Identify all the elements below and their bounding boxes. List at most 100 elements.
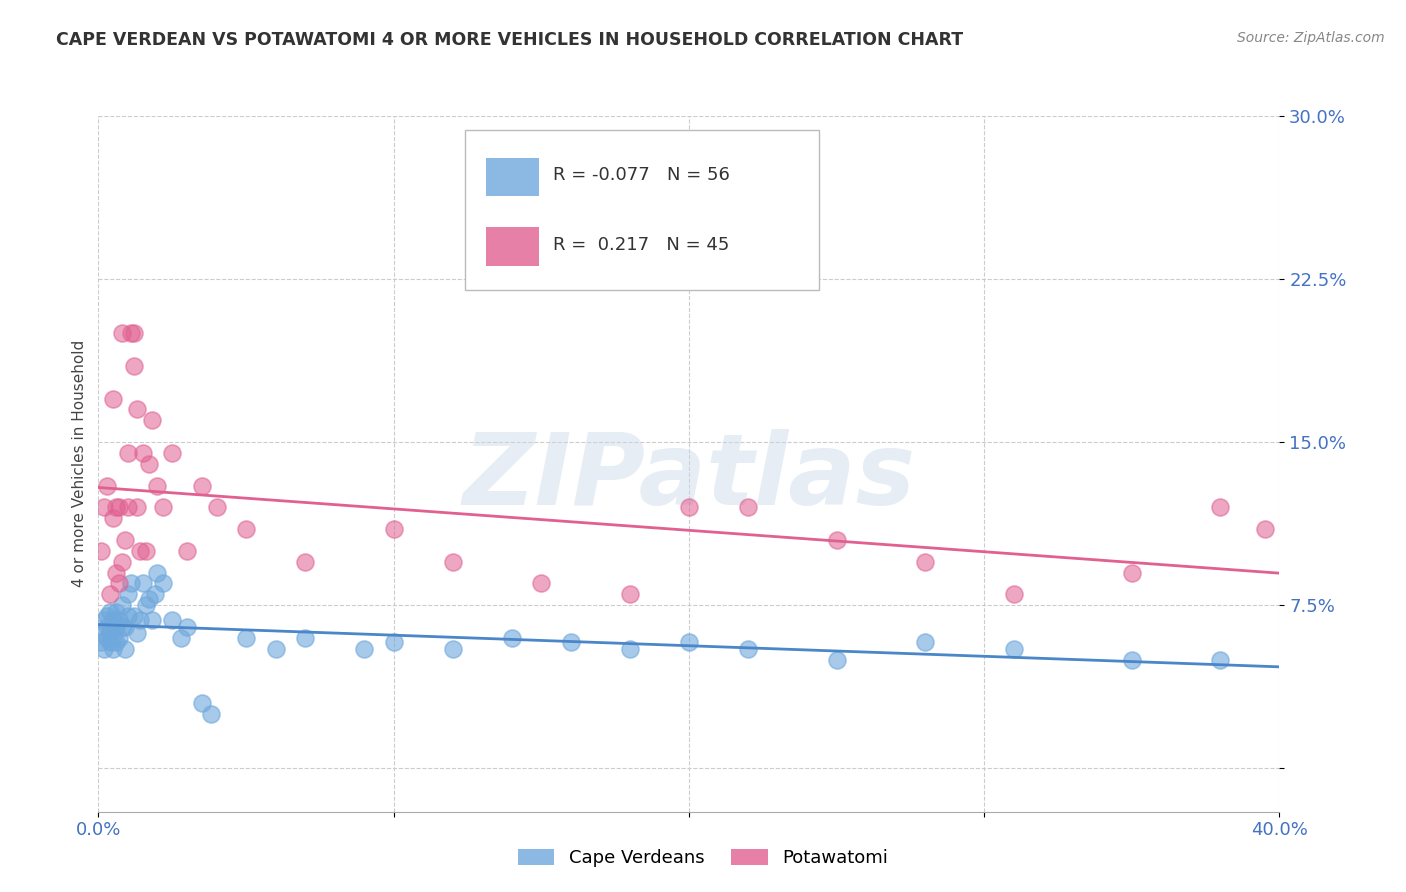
- Point: [93, 614, 115, 628]
- Point: [98, 605, 121, 619]
- Point: [382, 522, 405, 536]
- FancyBboxPatch shape: [486, 227, 538, 266]
- Point: [146, 478, 169, 492]
- Point: [90, 543, 112, 558]
- Point: [132, 576, 155, 591]
- Point: [105, 620, 128, 634]
- Point: [235, 522, 257, 536]
- Point: [114, 533, 136, 547]
- Point: [678, 500, 700, 515]
- Point: [619, 587, 641, 601]
- Point: [114, 641, 136, 656]
- Point: [117, 500, 139, 515]
- Point: [1121, 566, 1143, 580]
- Point: [105, 635, 128, 649]
- Point: [132, 446, 155, 460]
- Legend: Cape Verdeans, Potawatomi: Cape Verdeans, Potawatomi: [510, 841, 896, 874]
- Point: [1254, 522, 1277, 536]
- Point: [135, 598, 157, 612]
- Point: [128, 614, 150, 628]
- Text: ZIPatlas: ZIPatlas: [463, 429, 915, 526]
- Point: [108, 631, 131, 645]
- Point: [441, 641, 464, 656]
- Point: [138, 457, 160, 471]
- Point: [117, 587, 139, 601]
- Point: [294, 555, 316, 569]
- Point: [1121, 652, 1143, 666]
- Point: [162, 446, 183, 460]
- Point: [825, 652, 848, 666]
- Point: [501, 631, 523, 645]
- Point: [96, 478, 118, 492]
- Point: [191, 478, 214, 492]
- Point: [1209, 500, 1232, 515]
- Point: [138, 591, 160, 606]
- Point: [98, 587, 121, 601]
- Point: [111, 555, 134, 569]
- Point: [176, 620, 198, 634]
- Point: [96, 620, 118, 634]
- Point: [141, 413, 163, 427]
- Point: [125, 626, 148, 640]
- Point: [96, 631, 118, 645]
- Point: [105, 566, 128, 580]
- Point: [191, 696, 214, 710]
- Point: [235, 631, 257, 645]
- Point: [382, 635, 405, 649]
- Text: Source: ZipAtlas.com: Source: ZipAtlas.com: [1237, 31, 1385, 45]
- Point: [105, 605, 128, 619]
- Y-axis label: 4 or more Vehicles in Household: 4 or more Vehicles in Household: [72, 340, 87, 588]
- Point: [120, 576, 142, 591]
- Point: [111, 326, 134, 341]
- Point: [114, 620, 136, 634]
- Point: [205, 500, 228, 515]
- Text: R = -0.077   N = 56: R = -0.077 N = 56: [553, 166, 730, 184]
- Point: [117, 609, 139, 624]
- Text: R =  0.217   N = 45: R = 0.217 N = 45: [553, 235, 730, 253]
- Point: [914, 635, 936, 649]
- Point: [619, 641, 641, 656]
- Point: [108, 500, 131, 515]
- Point: [93, 500, 115, 515]
- Point: [90, 626, 112, 640]
- Point: [176, 543, 198, 558]
- Point: [294, 631, 316, 645]
- Point: [103, 511, 125, 525]
- Point: [103, 641, 125, 656]
- Point: [737, 641, 759, 656]
- Point: [135, 543, 157, 558]
- Point: [111, 598, 134, 612]
- Point: [737, 500, 759, 515]
- Point: [152, 576, 174, 591]
- Point: [120, 326, 142, 341]
- Point: [152, 500, 174, 515]
- Point: [353, 641, 375, 656]
- Point: [103, 392, 125, 406]
- Point: [122, 359, 145, 373]
- Point: [143, 587, 166, 601]
- Point: [96, 609, 118, 624]
- Point: [117, 446, 139, 460]
- Point: [441, 555, 464, 569]
- Point: [125, 500, 148, 515]
- Point: [128, 543, 150, 558]
- Point: [141, 614, 163, 628]
- Point: [103, 614, 125, 628]
- Point: [1002, 587, 1025, 601]
- Point: [93, 641, 115, 656]
- Point: [122, 326, 145, 341]
- Point: [98, 624, 121, 639]
- Point: [111, 620, 134, 634]
- Point: [914, 555, 936, 569]
- Point: [200, 706, 222, 721]
- Text: CAPE VERDEAN VS POTAWATOMI 4 OR MORE VEHICLES IN HOUSEHOLD CORRELATION CHART: CAPE VERDEAN VS POTAWATOMI 4 OR MORE VEH…: [56, 31, 963, 49]
- Point: [103, 631, 125, 645]
- FancyBboxPatch shape: [464, 130, 818, 290]
- Point: [98, 635, 121, 649]
- Point: [530, 576, 553, 591]
- Point: [146, 566, 169, 580]
- Point: [162, 614, 183, 628]
- FancyBboxPatch shape: [486, 158, 538, 196]
- Point: [264, 641, 287, 656]
- Point: [122, 609, 145, 624]
